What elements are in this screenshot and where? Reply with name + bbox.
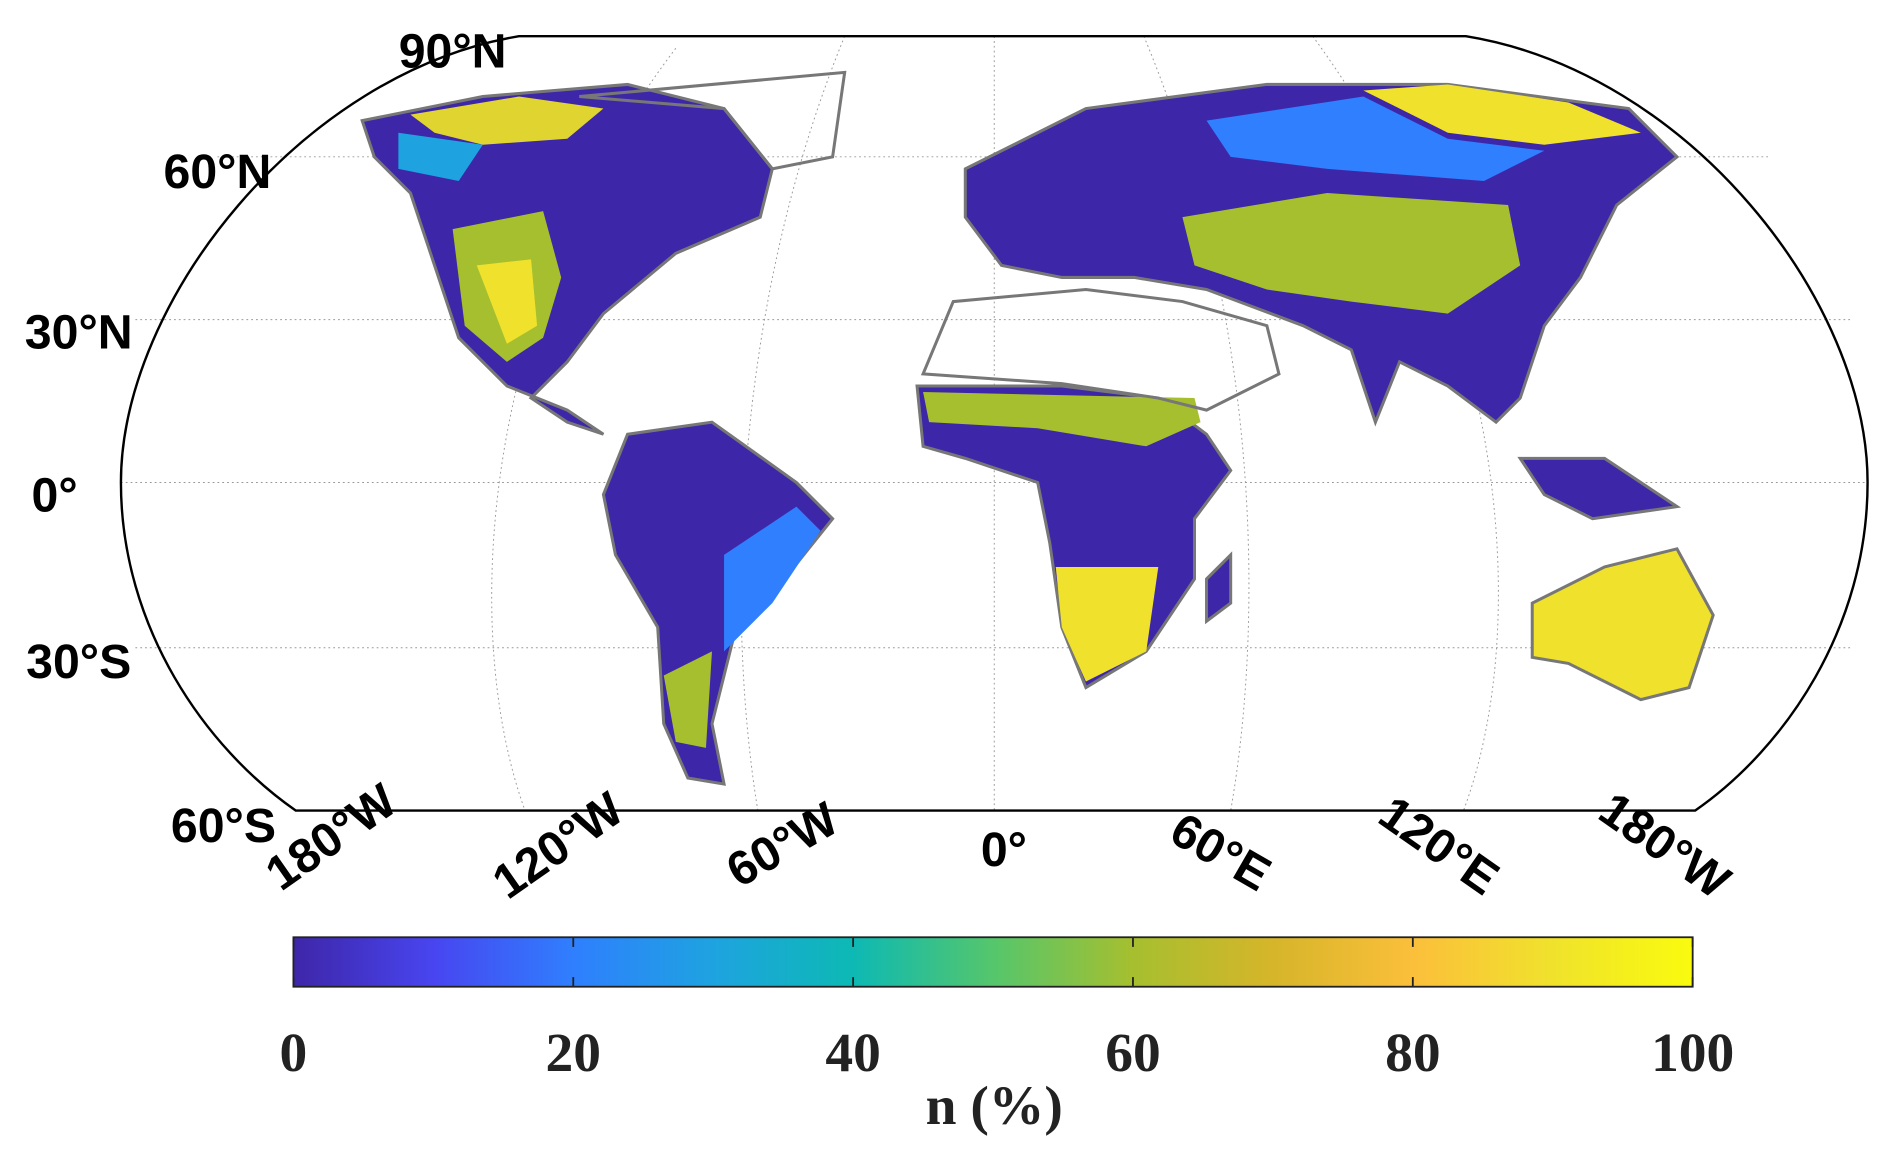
colorbar-tick-label: 40 bbox=[825, 1023, 880, 1084]
lon-label: 180°W bbox=[1589, 782, 1739, 910]
colorbar-tick-label: 60 bbox=[1105, 1023, 1160, 1084]
lon-label: 0° bbox=[981, 823, 1027, 877]
lat-label: 30°N bbox=[25, 306, 133, 360]
colorbar-tick-label: 100 bbox=[1651, 1023, 1734, 1084]
lat-label: 60°N bbox=[164, 145, 272, 199]
continents bbox=[360, 70, 1715, 786]
lon-label: 60°E bbox=[1162, 803, 1280, 902]
lat-label: 90°N bbox=[399, 25, 507, 79]
lon-label: 120°W bbox=[483, 782, 633, 910]
lat-label: 0° bbox=[32, 468, 78, 522]
lat-label: 30°S bbox=[26, 635, 131, 689]
lat-label: 60°S bbox=[171, 799, 276, 853]
map-frame bbox=[119, 34, 1869, 812]
colorbar-label: n (%) bbox=[926, 1076, 1063, 1137]
colorbar-tick-label: 0 bbox=[280, 1023, 308, 1084]
colorbar-tick-label: 80 bbox=[1385, 1023, 1440, 1084]
colorbar-tick-label: 20 bbox=[546, 1023, 601, 1084]
lon-label: 60°W bbox=[718, 792, 848, 898]
colorbar bbox=[292, 936, 1694, 988]
lon-label: 120°E bbox=[1369, 786, 1508, 906]
lon-label: 180°W bbox=[256, 773, 406, 901]
